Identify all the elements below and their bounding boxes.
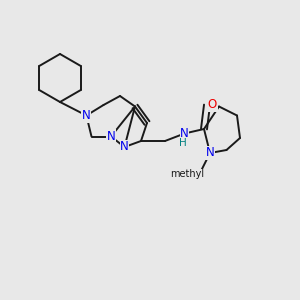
Text: H: H [179, 138, 187, 148]
Text: N: N [82, 109, 91, 122]
Text: O: O [208, 98, 217, 112]
Text: N: N [180, 127, 189, 140]
Text: N: N [206, 146, 214, 160]
Text: N: N [120, 140, 129, 154]
Text: N: N [106, 130, 116, 143]
Text: methyl: methyl [170, 169, 205, 179]
